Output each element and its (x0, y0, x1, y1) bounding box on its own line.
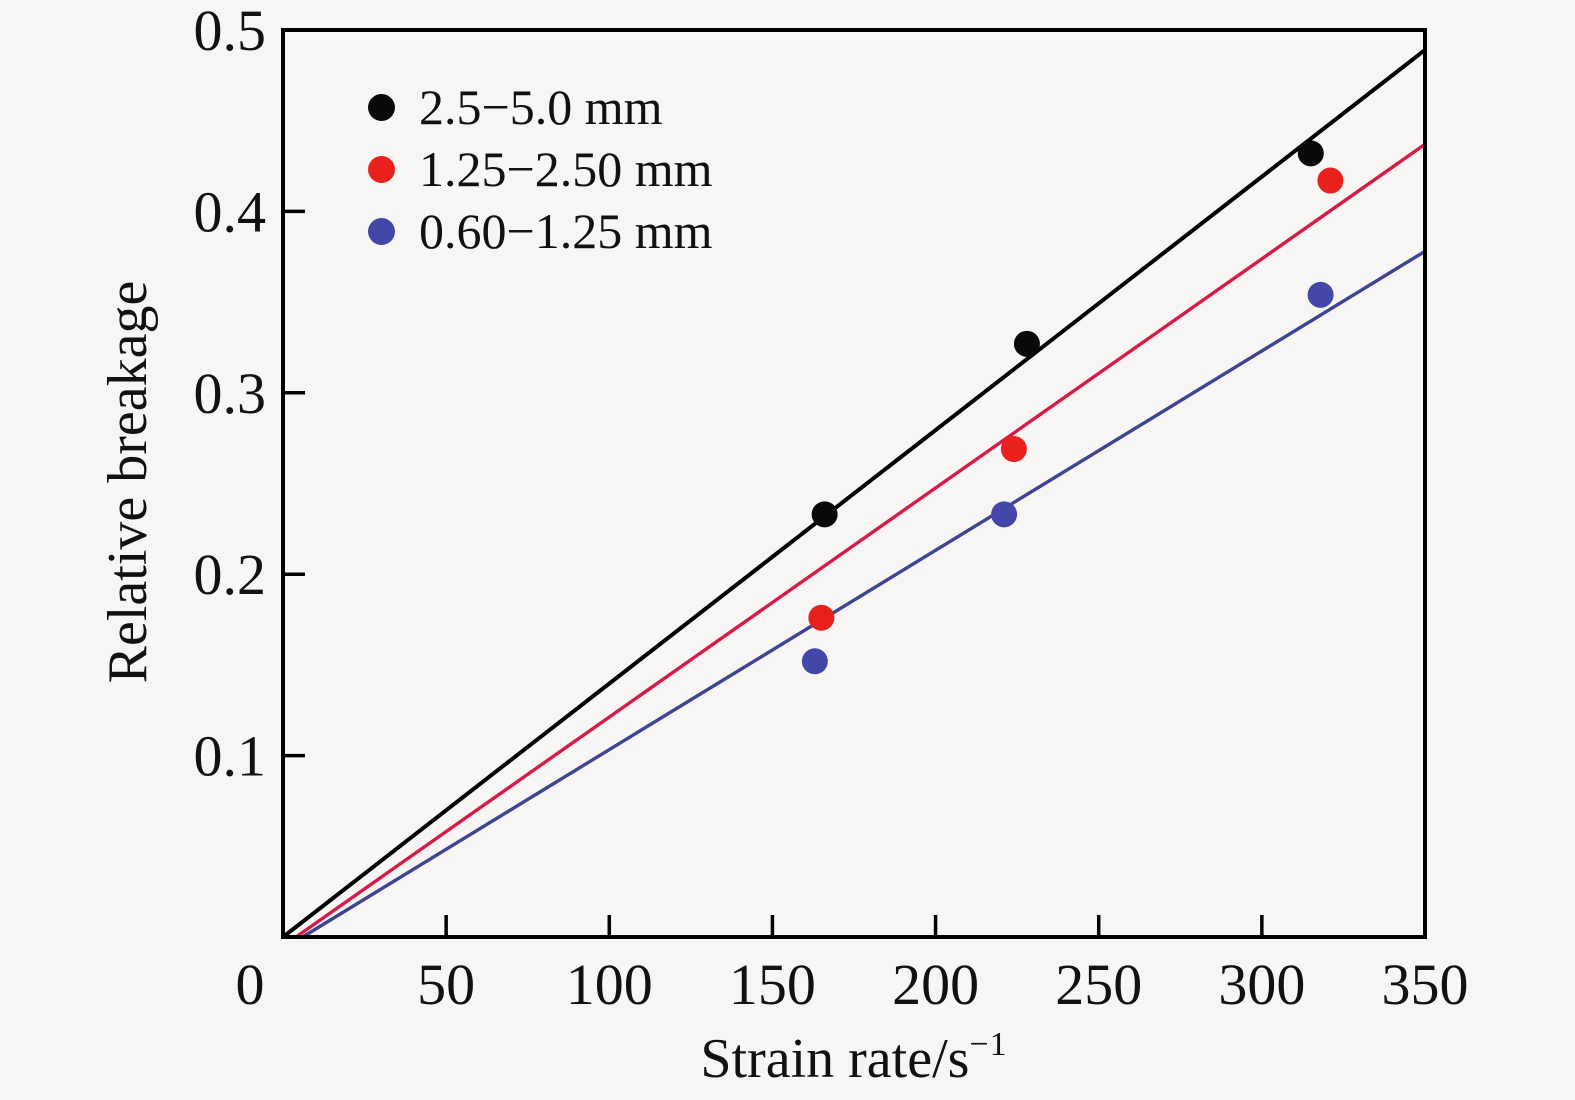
x-tick-label-0: 0 (236, 952, 265, 1017)
fit-line-series-2 (301, 249, 1426, 939)
x-tick-label-250: 250 (1055, 952, 1142, 1017)
data-point-series-0-0 (811, 501, 838, 528)
data-point-series-1-2 (1317, 167, 1344, 194)
legend: 2.5−5.0 mm 1.25−2.50 mm 0.60−1.25 mm (368, 76, 712, 262)
legend-swatch-icon (368, 155, 395, 183)
legend-row-2: 0.60−1.25 mm (368, 200, 712, 262)
x-tick-label-300: 300 (1218, 952, 1305, 1017)
data-point-series-2-2 (1307, 281, 1334, 308)
y-tick-label-0.2: 0.2 (194, 542, 267, 607)
x-axis-title-text: Strain rate/s (700, 1028, 970, 1090)
legend-label: 1.25−2.50 mm (419, 141, 713, 197)
legend-swatch-icon (368, 93, 395, 121)
x-tick-label-150: 150 (729, 952, 816, 1017)
x-axis-title: Strain rate/s−1 (700, 1026, 1008, 1090)
y-tick-label-0.3: 0.3 (194, 361, 267, 426)
y-tick-label-0.4: 0.4 (194, 179, 267, 244)
legend-swatch-icon (368, 217, 395, 245)
legend-row-1: 1.25−2.50 mm (368, 138, 712, 200)
x-tick-label-50: 50 (417, 952, 475, 1017)
x-axis-title-superscript: −1 (969, 1026, 1008, 1063)
data-point-series-1-0 (808, 604, 835, 631)
x-tick-label-100: 100 (566, 952, 653, 1017)
x-tick-label-200: 200 (892, 952, 979, 1017)
legend-label: 2.5−5.0 mm (419, 79, 663, 135)
legend-label: 0.60−1.25 mm (419, 203, 713, 259)
data-point-series-2-0 (801, 648, 828, 675)
fit-line-series-1 (295, 142, 1426, 939)
y-axis-title: Relative breakage (97, 280, 159, 684)
data-point-series-0-2 (1297, 140, 1324, 167)
axes-frame (281, 28, 1427, 939)
data-point-series-0-1 (1013, 330, 1040, 357)
y-tick-label-0.5: 0.5 (194, 0, 267, 63)
x-tick-label-350: 350 (1382, 952, 1469, 1017)
fit-line-series-0 (281, 48, 1427, 939)
data-point-series-2-1 (991, 501, 1018, 528)
y-tick-label-0.1: 0.1 (194, 724, 267, 789)
legend-row-0: 2.5−5.0 mm (368, 76, 712, 138)
data-point-series-1-1 (1000, 436, 1027, 463)
